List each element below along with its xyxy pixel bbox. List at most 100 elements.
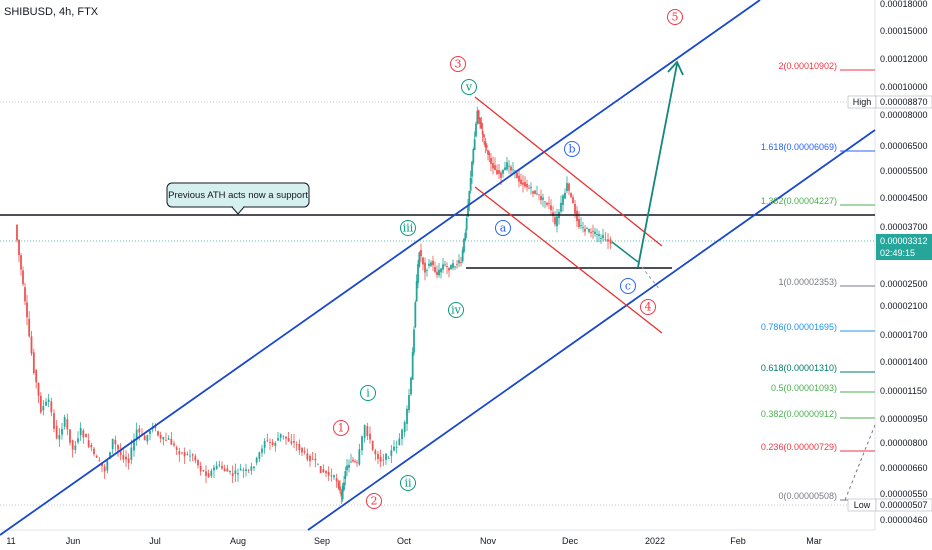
candle-body [237, 473, 239, 475]
candle-body [398, 438, 401, 445]
candle-body [475, 123, 477, 137]
candle-body [490, 157, 492, 164]
candle-body [438, 269, 440, 276]
wave-label: 4 [645, 301, 652, 314]
candle-body [309, 455, 311, 462]
price-axis-tick: 0.00010000 [880, 82, 928, 92]
candle-body [101, 463, 103, 467]
candle-body [436, 271, 438, 276]
candle-body [154, 425, 157, 429]
time-axis-tick: Oct [397, 536, 412, 546]
extension-dashed-line [844, 424, 876, 501]
candle-body [79, 427, 82, 436]
candle-body [245, 469, 247, 471]
candle-body [500, 172, 502, 178]
candle-body [103, 466, 106, 472]
candle-body [170, 438, 173, 445]
candle-body [218, 464, 221, 466]
fib-level-label: 2(0.00010902) [778, 61, 837, 71]
candle-body [269, 442, 271, 443]
candle-body [536, 193, 538, 195]
candle-body [133, 439, 135, 451]
candle-body [508, 165, 510, 167]
candle-body [61, 428, 63, 435]
candle-body [87, 440, 90, 447]
candle-body [45, 401, 47, 406]
candle-body [146, 435, 149, 442]
candle-body [330, 475, 333, 477]
candle-body [181, 452, 183, 454]
candle-body [417, 264, 419, 284]
candle-body [250, 466, 253, 471]
candle-body [109, 452, 111, 459]
candle-body [37, 382, 40, 396]
candle-body [325, 470, 327, 474]
candle-body [303, 451, 306, 453]
candle-body [444, 264, 446, 266]
candle-body [173, 443, 175, 446]
candle-body [290, 441, 293, 444]
candle-body [568, 183, 570, 191]
candle-body [496, 169, 498, 175]
fib-level-label: 0.382(0.00000912) [761, 409, 837, 419]
price-axis-tick: 0.00002100 [880, 301, 928, 311]
wave-label-circle [620, 278, 636, 294]
candle-body [415, 280, 418, 302]
candle-body [271, 442, 274, 445]
wave-label: 2 [371, 495, 378, 508]
candle-body [221, 465, 223, 469]
candle-body [287, 438, 290, 442]
candle-body [481, 130, 484, 135]
wave-label-circle [495, 220, 511, 236]
candle-body [157, 431, 159, 436]
candle-body [479, 117, 481, 124]
candle-body [322, 469, 325, 473]
candle-body [422, 257, 424, 265]
wave-label-circle [360, 385, 376, 401]
candle-body [178, 451, 181, 455]
candle-body [540, 195, 542, 201]
candle-body [199, 465, 202, 472]
candle-body [442, 264, 444, 270]
candle-body [282, 435, 285, 437]
fib-level-label: 0(0.00000508) [778, 491, 837, 501]
candle-body [502, 169, 504, 174]
candle-body [317, 463, 319, 465]
candle-body [602, 235, 604, 239]
candle-body [552, 212, 554, 216]
price-axis-panel [875, 0, 932, 550]
candle-body [339, 486, 341, 491]
time-axis-tick: Sep [314, 536, 330, 546]
candle-body [234, 470, 237, 475]
candle-body [411, 351, 414, 380]
candle-body [90, 444, 93, 448]
candle-body [189, 455, 191, 457]
time-axis-tick: Aug [230, 536, 246, 546]
candle-body [578, 218, 580, 227]
low-value: 0.00000507 [880, 500, 928, 510]
candle-body [125, 456, 127, 460]
candle-body [562, 195, 564, 205]
candle-body [361, 436, 363, 451]
wave-label: 5 [672, 11, 679, 24]
symbol-title[interactable]: SHIBUSD, 4h, FTX [4, 6, 99, 18]
candle-body [82, 430, 85, 438]
candle-body [39, 395, 42, 413]
candle-body [77, 438, 79, 443]
candle-body [514, 170, 516, 172]
callout-text: Previous ATH acts now a support [168, 190, 308, 201]
candle-body [410, 377, 412, 395]
wave-label: c [625, 280, 631, 293]
candle-body [440, 268, 442, 273]
candle-body [483, 134, 485, 138]
candle-body [16, 224, 18, 241]
candle-body [138, 428, 141, 433]
candle-body [516, 172, 518, 179]
wave-label: v [465, 81, 473, 94]
candle-body [393, 446, 395, 451]
candle-body [258, 452, 261, 459]
candle-body [255, 457, 258, 463]
candle-body [424, 262, 426, 273]
candle-body [66, 419, 69, 430]
